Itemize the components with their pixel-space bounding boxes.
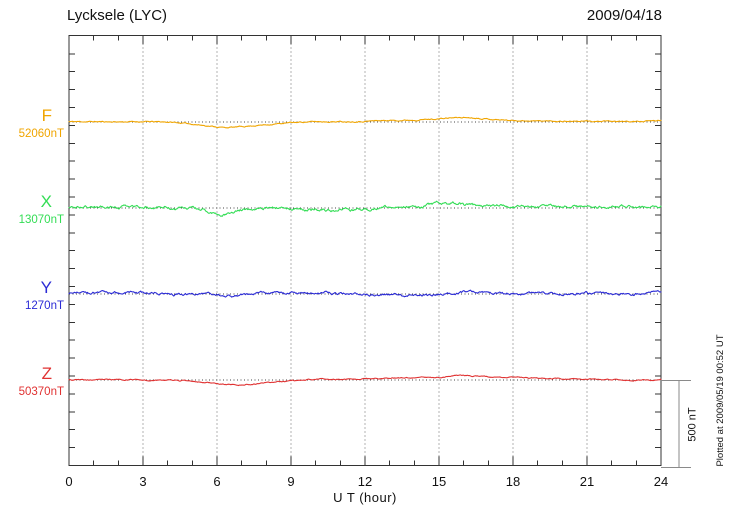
x-tick-label: 15	[432, 474, 446, 489]
trace-F	[68, 116, 662, 129]
scale-bar-label: 500 nT	[686, 407, 699, 442]
x-tick-label: 18	[506, 474, 520, 489]
channel-letter-Z: Z	[41, 364, 52, 383]
trace-X	[68, 200, 662, 217]
channel-baseline-Y: 1270nT	[24, 300, 64, 312]
channel-letter-X: X	[40, 192, 52, 211]
x-tick-label: 6	[213, 474, 220, 489]
channel-letter-F: F	[41, 106, 52, 125]
x-tick-label: 9	[287, 474, 294, 489]
channel-baseline-Z: 50370nT	[18, 386, 64, 398]
x-tick-label: 24	[654, 474, 668, 489]
plot-date: 2009/04/18	[586, 7, 662, 24]
channel-baseline-F: 52060nT	[18, 128, 64, 140]
channel-letter-Y: Y	[40, 278, 52, 297]
x-tick-label: 12	[358, 474, 372, 489]
station-title: Lycksele (LYC)	[67, 7, 168, 24]
x-tick-label: 21	[580, 474, 594, 489]
x-axis-label: U T (hour)	[333, 490, 397, 505]
trace-Z	[68, 374, 662, 387]
x-tick-label: 3	[139, 474, 146, 489]
channel-baseline-X: 13070nT	[18, 214, 64, 226]
plot-timestamp: Plotted at 2009/05/19 00:52 UT	[715, 334, 726, 467]
x-tick-label: 0	[65, 474, 72, 489]
trace-Y	[68, 289, 662, 298]
